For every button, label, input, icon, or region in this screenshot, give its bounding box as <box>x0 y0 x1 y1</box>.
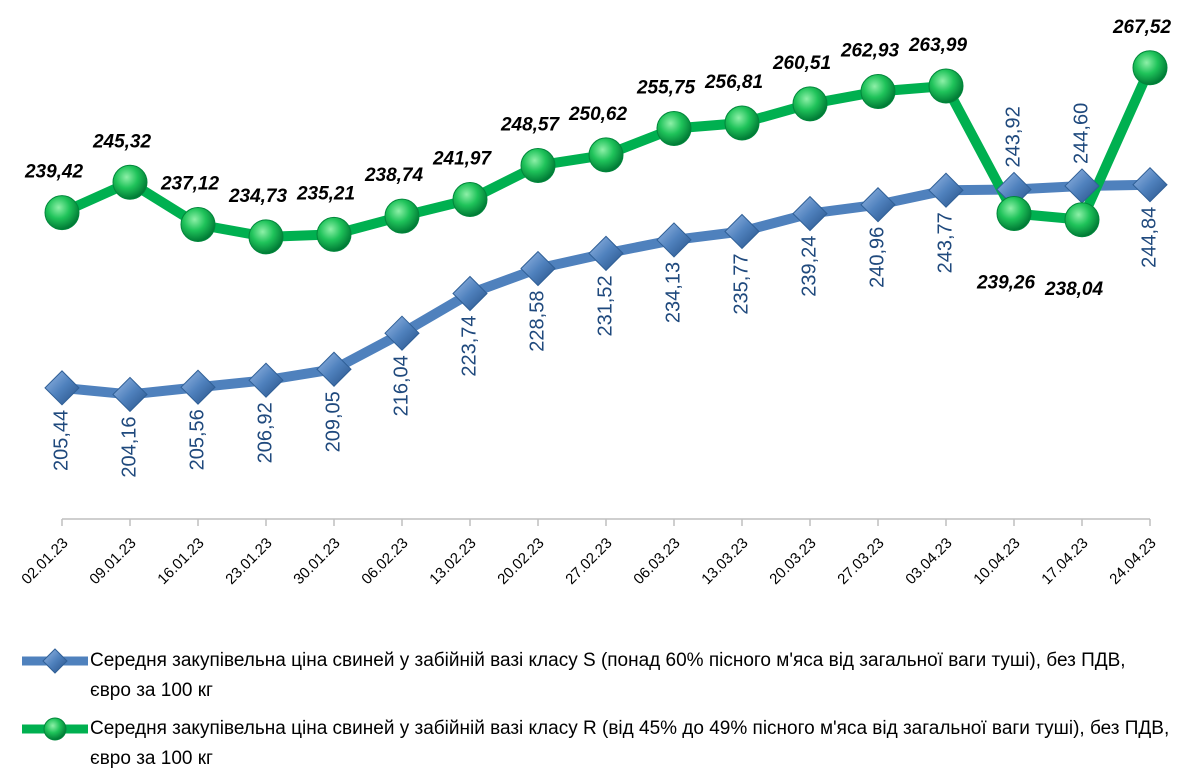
legend-marker <box>42 648 68 674</box>
data-label: 234,73 <box>228 186 288 207</box>
data-label: 248,57 <box>500 114 561 135</box>
data-label: 238,74 <box>364 165 424 186</box>
x-tick-label: 27.02.23 <box>562 535 615 588</box>
x-tick-label: 10.04.23 <box>970 535 1023 588</box>
marker <box>180 207 216 243</box>
marker <box>928 172 964 208</box>
data-label: 235,77 <box>730 253 752 314</box>
data-label: 244,84 <box>1138 207 1160 268</box>
x-tick-label: 09.01.23 <box>86 535 139 588</box>
data-label: 235,21 <box>296 183 355 204</box>
data-label: 241,97 <box>432 149 493 170</box>
marker <box>588 235 624 272</box>
marker <box>996 195 1032 231</box>
x-tick-label: 06.02.23 <box>358 535 411 588</box>
marker <box>520 147 556 183</box>
x-tick-label: 02.01.23 <box>18 535 71 588</box>
marker <box>860 73 896 109</box>
data-label: 234,13 <box>662 262 684 323</box>
marker <box>656 110 692 146</box>
x-tick-label: 16.01.23 <box>154 535 207 588</box>
marker <box>112 376 148 413</box>
data-label: 237,12 <box>160 174 220 195</box>
data-label: 262,93 <box>840 40 900 61</box>
x-tick-label: 06.03.23 <box>630 535 683 588</box>
data-label: 205,56 <box>186 409 208 470</box>
marker <box>1132 50 1168 86</box>
data-label: 244,60 <box>1070 103 1092 164</box>
data-label: 239,42 <box>24 162 84 183</box>
legend-entry: Середня закупівельна ціна свиней у забій… <box>90 718 1170 769</box>
marker <box>588 137 624 173</box>
data-label: 205,44 <box>50 410 72 471</box>
marker <box>452 275 488 312</box>
x-tick-label: 13.03.23 <box>698 535 751 588</box>
marker <box>452 182 488 218</box>
data-label: 240,96 <box>866 227 888 288</box>
marker <box>384 198 420 234</box>
x-tick-label: 24.04.23 <box>1106 535 1159 588</box>
data-label: 255,75 <box>636 77 696 98</box>
data-label: 256,81 <box>704 72 763 93</box>
marker <box>248 219 284 255</box>
data-label: 243,92 <box>1002 106 1024 167</box>
marker <box>44 195 80 231</box>
marker <box>860 187 896 223</box>
data-label: 263,99 <box>908 35 968 56</box>
marker <box>1132 167 1168 203</box>
data-label: 238,04 <box>1044 279 1104 300</box>
marker <box>44 370 80 406</box>
data-label: 250,62 <box>568 104 628 125</box>
marker <box>180 369 216 405</box>
data-label: 206,92 <box>254 402 276 463</box>
data-label: 204,16 <box>118 416 140 477</box>
marker <box>248 362 284 398</box>
data-label: 239,26 <box>976 272 1036 293</box>
marker <box>928 68 964 104</box>
marker <box>724 213 760 250</box>
x-tick-label: 20.03.23 <box>766 535 819 588</box>
marker <box>792 86 828 122</box>
data-label: 260,51 <box>772 53 831 74</box>
x-tick-label: 23.01.23 <box>222 535 275 588</box>
legend-marker <box>43 717 67 741</box>
data-label: 209,05 <box>322 391 344 452</box>
x-tick-label: 13.02.23 <box>426 535 479 588</box>
marker <box>384 315 420 351</box>
x-tick-label: 30.01.23 <box>290 535 343 588</box>
data-label: 267,52 <box>1112 17 1172 38</box>
data-label: 228,58 <box>526 291 548 352</box>
marker <box>520 250 556 287</box>
marker <box>724 105 760 141</box>
marker <box>656 222 692 258</box>
data-label: 216,04 <box>390 355 412 416</box>
marker <box>316 216 352 252</box>
data-label: 239,24 <box>798 236 820 297</box>
data-label: 223,74 <box>458 315 480 376</box>
marker <box>1064 202 1100 238</box>
marker <box>316 351 352 387</box>
legend-entry: Середня закупівельна ціна свиней у забій… <box>90 650 1126 701</box>
data-label: 243,77 <box>934 212 956 273</box>
x-tick-label: 17.04.23 <box>1038 535 1091 588</box>
x-tick-label: 27.03.23 <box>834 535 887 588</box>
x-tick-label: 20.02.23 <box>494 535 547 588</box>
x-tick-label: 03.04.23 <box>902 535 955 588</box>
marker <box>112 164 148 200</box>
marker <box>792 195 828 232</box>
data-label: 245,32 <box>92 131 152 152</box>
data-label: 231,52 <box>594 275 616 336</box>
